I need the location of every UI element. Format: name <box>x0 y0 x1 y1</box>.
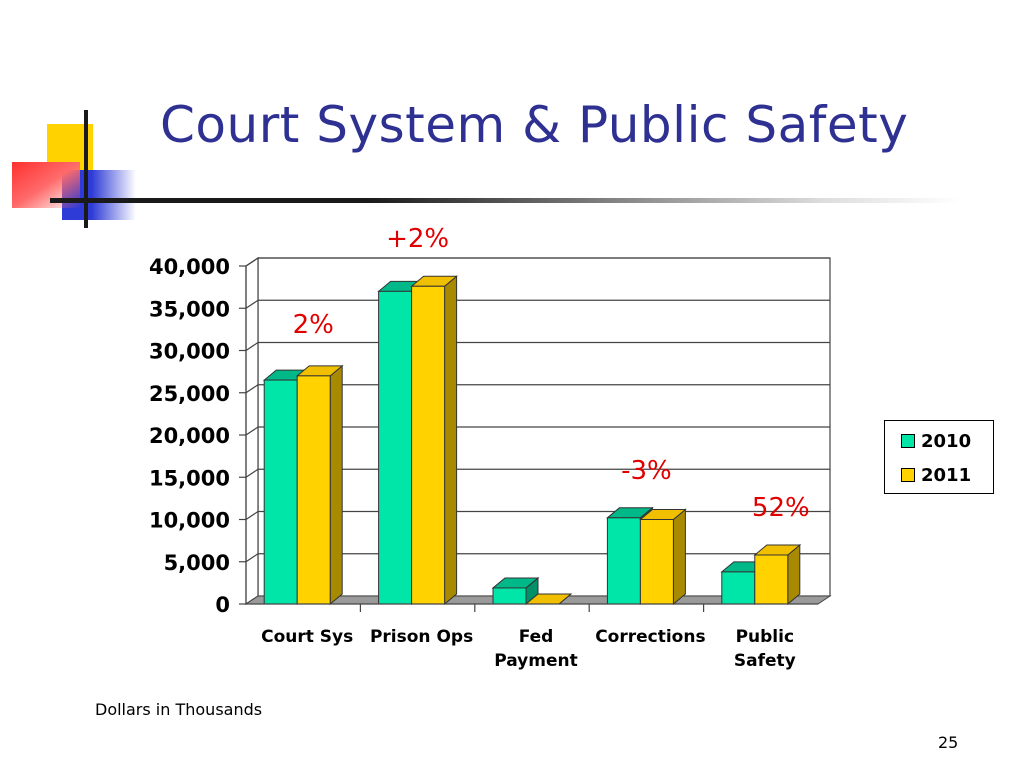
y-tick-label: 0 <box>215 593 230 617</box>
legend-swatch-2010 <box>901 434 915 448</box>
bar-2010 <box>721 571 756 605</box>
gridline-side <box>245 299 259 309</box>
corner-decoration <box>0 110 160 230</box>
footnote: Dollars in Thousands <box>95 700 263 719</box>
legend-label-2010: 2010 <box>921 430 972 452</box>
bar-2011-side <box>444 275 458 606</box>
bar-2010 <box>378 290 413 605</box>
gridline-side <box>245 257 259 267</box>
x-tick-label: Prison Ops <box>370 627 473 647</box>
y-tick-label: 30,000 <box>149 340 230 364</box>
x-tick-label: Court Sys <box>261 627 353 647</box>
y-tick-label: 25,000 <box>149 382 230 406</box>
gridline-side <box>245 468 259 478</box>
bar-2011 <box>754 554 789 605</box>
legend-item-2011: 2011 <box>901 463 971 487</box>
x-tick-label: Safety <box>734 651 796 671</box>
x-tick-label: Public <box>736 627 794 647</box>
y-tick-label: 5,000 <box>164 551 230 575</box>
page-number: 25 <box>938 733 959 752</box>
y-tick-label: 35,000 <box>149 297 230 321</box>
bar-2010 <box>492 587 527 605</box>
change-annotation: +2% <box>386 224 450 254</box>
y-tick-label: 40,000 <box>149 255 230 279</box>
y-tick-label: 10,000 <box>149 509 230 533</box>
x-tick-label: Corrections <box>595 627 705 647</box>
bar-2011 <box>411 285 446 605</box>
legend-item-2010: 2010 <box>901 429 971 453</box>
y-tick-label: 20,000 <box>149 424 230 448</box>
change-annotation: 52% <box>751 492 810 523</box>
change-annotation: -3% <box>621 455 672 486</box>
bar-2011 <box>296 375 331 605</box>
slide-title: Court System & Public Safety <box>160 96 909 154</box>
title-underline <box>50 198 960 203</box>
bar-2011-side <box>329 364 343 606</box>
x-tick-label: Fed <box>519 627 554 647</box>
vertical-rule <box>84 110 88 228</box>
bar-2011-side <box>672 508 686 606</box>
gridline-side <box>245 342 259 351</box>
gridline-side <box>245 426 259 436</box>
y-tick-label: 15,000 <box>149 466 230 490</box>
gridline-side <box>245 511 259 520</box>
bar-2010 <box>606 517 641 605</box>
gridline-side <box>245 384 259 394</box>
chart-legend: 2010 2011 <box>884 420 994 494</box>
legend-label-2011: 2011 <box>921 464 972 486</box>
x-tick-label: Payment <box>494 651 578 671</box>
change-annotation: 2% <box>292 310 334 340</box>
legend-swatch-2011 <box>901 468 915 482</box>
bar-2011 <box>639 519 674 605</box>
gridline-side <box>245 553 259 563</box>
bar-2010 <box>263 379 298 605</box>
